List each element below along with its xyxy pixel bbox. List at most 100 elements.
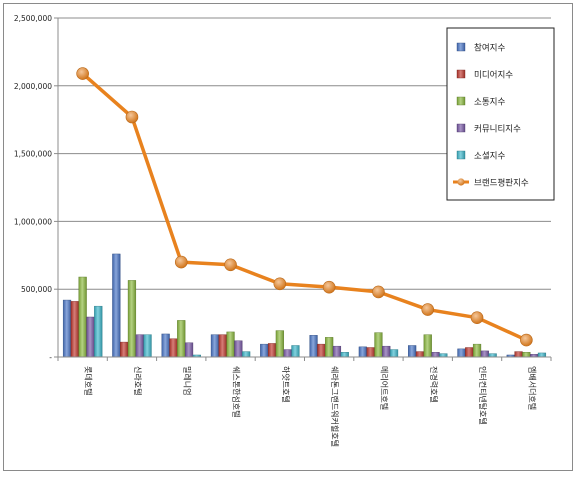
bar bbox=[210, 334, 220, 358]
legend-item: 미디어지수 bbox=[456, 69, 513, 81]
legend-swatch-marker bbox=[457, 178, 465, 186]
x-tick-label: 밀레니엄 bbox=[182, 366, 192, 395]
chart-frame: - 500,000 1,000,000 1,500,000 2,000,000 2,500… bbox=[3, 3, 573, 471]
bar bbox=[234, 340, 243, 358]
bar bbox=[389, 349, 399, 358]
bar bbox=[431, 352, 440, 358]
bar bbox=[86, 316, 95, 358]
bar bbox=[382, 345, 391, 358]
legend-item: 커뮤니티지수 bbox=[456, 123, 521, 135]
bar bbox=[226, 331, 235, 358]
bar bbox=[260, 343, 269, 358]
bar bbox=[439, 353, 448, 358]
legend-label: 미디어지수 bbox=[474, 70, 513, 81]
bar bbox=[488, 353, 497, 358]
x-tick-label: 하얏트호텔 bbox=[281, 366, 291, 403]
bar bbox=[275, 330, 284, 358]
bar bbox=[70, 301, 79, 358]
bar bbox=[120, 341, 129, 358]
legend-box bbox=[446, 27, 555, 201]
legend-label: 커뮤니티지수 bbox=[474, 124, 521, 135]
bar bbox=[472, 343, 482, 358]
line-point bbox=[224, 258, 237, 272]
bar bbox=[127, 280, 137, 358]
bar bbox=[143, 334, 152, 358]
bar bbox=[415, 351, 425, 358]
legend-swatch bbox=[456, 42, 466, 52]
bar bbox=[291, 345, 300, 358]
bar bbox=[242, 351, 251, 358]
legend-swatch bbox=[456, 96, 466, 106]
bar bbox=[169, 338, 178, 358]
bar bbox=[62, 299, 72, 358]
bar bbox=[135, 334, 144, 358]
line-point bbox=[125, 110, 139, 124]
x-tick-label: 엠배서더호텔 bbox=[527, 366, 537, 410]
bar bbox=[522, 352, 531, 358]
bar bbox=[457, 348, 466, 358]
line-series bbox=[81, 72, 528, 342]
line-point bbox=[372, 285, 385, 299]
bar bbox=[537, 352, 547, 358]
line-point bbox=[421, 303, 435, 316]
x-tick-label: 롯데호텔 bbox=[84, 366, 93, 395]
bar bbox=[325, 337, 334, 358]
legend-swatch bbox=[456, 150, 466, 160]
bar bbox=[218, 334, 227, 358]
bar-groups bbox=[62, 253, 547, 358]
x-tick-label: 쉐스톤한섬호텔 bbox=[232, 366, 242, 418]
bar bbox=[177, 320, 186, 358]
bar bbox=[408, 345, 417, 358]
y-tick-label: 1,500,000 bbox=[14, 150, 52, 159]
line-point bbox=[322, 280, 336, 294]
legend-item: 브랜드평판지수 bbox=[453, 178, 529, 189]
line-point bbox=[174, 255, 188, 269]
legend-label: 참여지수 bbox=[474, 43, 505, 54]
x-tick-label: 신라호텔 bbox=[133, 366, 142, 395]
x-axis: 롯데호텔 신라호텔 밀레니엄 쉐스톤한섬호텔 하얏트호텔 쉐라톤그랜드워커힐호텔 메리어트호… bbox=[57, 356, 552, 447]
legend-swatch bbox=[456, 123, 466, 133]
line-point bbox=[76, 67, 89, 80]
y-tick-label: 2,500,000 bbox=[14, 14, 52, 23]
y-tick-label: 2,000,000 bbox=[14, 82, 52, 91]
bar bbox=[480, 350, 489, 358]
line-point bbox=[470, 311, 484, 324]
y-axis: - 500,000 1,000,000 1,500,000 2,000,000 2,500… bbox=[14, 14, 59, 362]
x-tick-label: 전경력호텔 bbox=[429, 366, 439, 403]
chart: - 500,000 1,000,000 1,500,000 2,000,000 2,500… bbox=[14, 14, 555, 447]
legend-item: 소셜지수 bbox=[456, 150, 505, 162]
legend-item: 소통지수 bbox=[456, 96, 505, 108]
bar bbox=[465, 347, 474, 358]
legend-label: 소통지수 bbox=[474, 98, 505, 108]
line-point bbox=[273, 277, 287, 291]
y-tick-label: 1,000,000 bbox=[14, 217, 52, 226]
bar bbox=[94, 305, 103, 358]
bar bbox=[184, 342, 194, 358]
bar bbox=[78, 276, 87, 358]
bar bbox=[514, 351, 523, 358]
bar bbox=[267, 343, 277, 358]
legend-item: 참여지수 bbox=[456, 42, 505, 54]
bar bbox=[332, 345, 342, 358]
bar bbox=[366, 347, 375, 358]
bar bbox=[309, 335, 318, 358]
line-point bbox=[520, 333, 533, 347]
bar bbox=[283, 349, 292, 358]
legend-label: 브랜드평판지수 bbox=[474, 178, 529, 189]
y-tick-label: 500,000 bbox=[21, 285, 52, 294]
x-tick-label: 인터컨티넨탈호텔 bbox=[478, 366, 488, 425]
bar bbox=[317, 343, 326, 358]
bar bbox=[161, 333, 170, 358]
y-tick-label: - bbox=[49, 353, 52, 362]
bar bbox=[358, 346, 367, 358]
trend-line bbox=[76, 67, 533, 347]
bar bbox=[423, 334, 432, 358]
x-tick-label: 쉐라톤그랜드워커힐호텔 bbox=[330, 366, 340, 447]
bar bbox=[340, 352, 349, 358]
legend-label: 소셜지수 bbox=[474, 152, 505, 162]
x-tick-label: 메리어트호텔 bbox=[379, 366, 389, 410]
legend-swatch bbox=[456, 69, 466, 79]
bar bbox=[374, 332, 383, 358]
bar bbox=[112, 253, 121, 358]
